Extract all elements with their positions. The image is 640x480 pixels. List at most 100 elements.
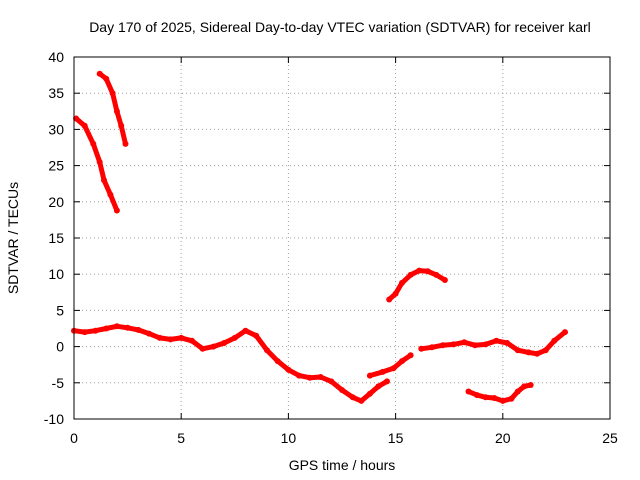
data-point xyxy=(103,75,110,82)
y-tick-label: 20 xyxy=(48,194,64,210)
data-point xyxy=(328,378,335,385)
y-tick-label: 0 xyxy=(56,339,64,355)
data-point xyxy=(167,336,174,343)
data-point xyxy=(146,330,152,337)
data-point xyxy=(81,329,88,336)
data-point xyxy=(366,372,373,379)
data-point xyxy=(386,296,393,303)
y-tick-label: 35 xyxy=(48,85,64,101)
data-point xyxy=(264,347,270,354)
data-point xyxy=(407,352,414,359)
data-point xyxy=(562,329,568,336)
data-point xyxy=(113,323,120,330)
data-point xyxy=(499,397,506,404)
data-point xyxy=(461,339,468,346)
data-point xyxy=(188,337,195,344)
data-point xyxy=(418,345,425,352)
y-tick-label: 10 xyxy=(48,266,64,282)
data-point xyxy=(81,122,88,129)
data-point xyxy=(521,383,528,390)
x-tick-label: 0 xyxy=(70,430,78,446)
data-point xyxy=(504,340,511,346)
x-tick-label: 20 xyxy=(495,430,511,446)
y-tick-label: -10 xyxy=(44,411,64,427)
data-point xyxy=(231,334,238,341)
grid-lines xyxy=(74,57,610,419)
data-point xyxy=(465,388,472,395)
data-point xyxy=(542,347,549,354)
axis-ticks: 0 5 10 15 20 25 -10 -5 0 5 10 15 20 25 30 35 40 xyxy=(44,49,618,446)
data-point xyxy=(118,122,125,129)
series-arc-2 xyxy=(97,71,128,147)
data-point xyxy=(90,140,97,147)
data-point xyxy=(482,394,489,401)
data-point xyxy=(242,327,249,334)
data-point xyxy=(551,337,558,344)
data-point xyxy=(107,191,114,198)
data-point xyxy=(221,340,228,346)
data-point xyxy=(471,342,478,349)
data-point xyxy=(424,268,431,275)
data-point xyxy=(390,365,397,372)
data-point xyxy=(339,387,345,393)
data-point xyxy=(135,326,142,333)
data-point xyxy=(96,159,103,165)
data-point xyxy=(306,374,313,381)
data-point xyxy=(124,324,131,331)
data-point xyxy=(103,325,110,332)
data-point xyxy=(450,341,457,348)
data-point xyxy=(399,279,405,286)
y-tick-label: 30 xyxy=(48,121,64,137)
data-point xyxy=(407,271,414,278)
data-point xyxy=(92,327,99,334)
data-point xyxy=(384,378,390,385)
y-tick-label: -5 xyxy=(52,375,65,391)
data-point xyxy=(491,395,498,401)
data-point xyxy=(96,70,103,77)
data-point xyxy=(525,349,532,356)
x-axis-label: GPS time / hours xyxy=(289,457,396,473)
y-tick-label: 40 xyxy=(48,49,64,65)
x-tick-label: 10 xyxy=(281,430,297,446)
data-point xyxy=(210,343,217,350)
y-axis-label: SDTVAR / TECUs xyxy=(5,182,21,294)
data-point xyxy=(122,140,129,147)
x-tick-label: 25 xyxy=(602,430,618,446)
data-point xyxy=(101,177,107,184)
data-point xyxy=(433,271,440,278)
data-point xyxy=(285,366,292,373)
data-point xyxy=(514,347,521,354)
data-point xyxy=(379,368,386,375)
data-point xyxy=(527,382,534,388)
data-point xyxy=(474,392,481,399)
data-point xyxy=(399,358,405,365)
data-point xyxy=(508,395,515,402)
data-point xyxy=(429,344,435,351)
data-point xyxy=(392,290,399,297)
data-point xyxy=(199,345,206,352)
data-point xyxy=(493,337,500,344)
data-point xyxy=(441,277,448,283)
chart-title: Day 170 of 2025, Sidereal Day-to-day VTE… xyxy=(89,19,591,35)
series-arc-4 xyxy=(367,352,414,379)
x-tick-label: 5 xyxy=(177,430,185,446)
data-point xyxy=(156,334,163,341)
data-point xyxy=(482,341,489,348)
data-point xyxy=(253,332,260,339)
data-point xyxy=(274,358,281,365)
data-point xyxy=(534,350,541,357)
data-point xyxy=(439,342,446,349)
data-point xyxy=(109,90,116,97)
data-point xyxy=(416,267,423,274)
data-point xyxy=(514,388,521,395)
data-point xyxy=(358,397,365,404)
data-point xyxy=(349,394,356,401)
data-point xyxy=(113,207,120,214)
data-point xyxy=(296,372,303,379)
y-tick-label: 5 xyxy=(56,302,64,318)
x-tick-label: 15 xyxy=(388,430,404,446)
data-point xyxy=(375,383,382,390)
data-point xyxy=(366,390,373,397)
data-point xyxy=(73,115,80,122)
